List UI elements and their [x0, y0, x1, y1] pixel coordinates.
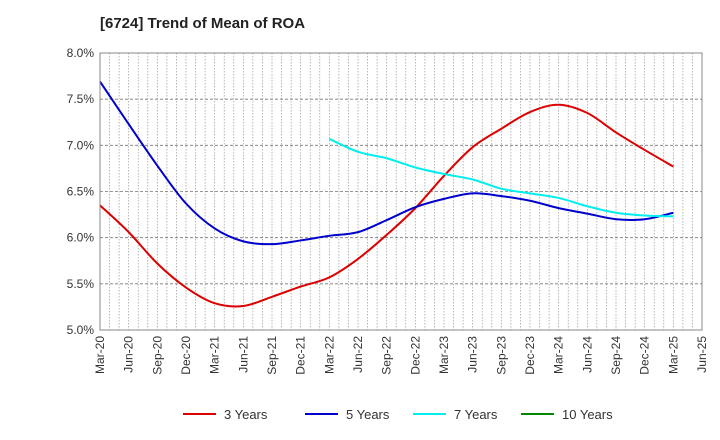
- y-tick-label: 5.0%: [67, 323, 95, 337]
- x-tick-label: Jun-22: [351, 336, 365, 373]
- legend-label-3-years: 3 Years: [224, 407, 268, 422]
- y-tick-label: 6.0%: [67, 231, 95, 245]
- legend-label-7-years: 7 Years: [454, 407, 498, 422]
- plot-frame: [99, 52, 703, 331]
- legend-label-10-years: 10 Years: [562, 407, 613, 422]
- y-axis: 5.0% 5.5% 6.0% 6.5% 7.0% 7.5% 8.0%: [67, 46, 95, 337]
- series-line-3-years: [99, 103, 674, 308]
- x-tick-label: Sep-23: [494, 336, 508, 375]
- x-tick-label: Jun-23: [466, 336, 480, 373]
- legend-label-5-years: 5 Years: [346, 407, 390, 422]
- x-tick-label: Dec-20: [179, 336, 193, 375]
- x-tick-label: Mar-25: [666, 336, 680, 374]
- x-tick-label: Dec-23: [523, 336, 537, 375]
- x-tick-label: Mar-22: [322, 336, 336, 374]
- x-tick-label: Jun-24: [580, 336, 594, 373]
- x-tick-label: Jun-21: [236, 336, 250, 373]
- x-tick-label: Dec-24: [638, 336, 652, 375]
- y-tick-label: 7.0%: [67, 138, 95, 152]
- y-tick-label: 7.5%: [67, 92, 95, 106]
- x-tick-label: Sep-20: [150, 336, 164, 375]
- legend: 3 Years 5 Years 7 Years 10 Years: [183, 407, 613, 422]
- x-axis: Mar-20 Jun-20 Sep-20 Dec-20 Mar-21 Jun-21 Sep-…: [93, 336, 709, 375]
- x-tick-label: Mar-24: [552, 336, 566, 374]
- x-tick-label: Mar-21: [208, 336, 222, 374]
- x-tick-label: Dec-22: [408, 336, 422, 375]
- y-tick-label: 8.0%: [67, 46, 95, 60]
- x-tick-label: Jun-25: [695, 336, 709, 373]
- series-line-7-years: [328, 137, 674, 218]
- grid: [100, 53, 702, 330]
- chart-title: [6724] Trend of Mean of ROA: [100, 15, 305, 32]
- x-tick-label: Mar-23: [437, 336, 451, 374]
- series-line-5-years: [99, 81, 674, 246]
- y-tick-label: 5.5%: [67, 277, 95, 291]
- series-lines: [99, 81, 674, 308]
- x-tick-label: Dec-21: [294, 336, 308, 375]
- x-tick-label: Sep-22: [380, 336, 394, 375]
- x-tick-label: Sep-24: [609, 336, 623, 375]
- x-tick-label: Mar-20: [93, 336, 107, 374]
- x-tick-label: Sep-21: [265, 336, 279, 375]
- y-tick-label: 6.5%: [67, 185, 95, 199]
- x-tick-label: Jun-20: [122, 336, 136, 373]
